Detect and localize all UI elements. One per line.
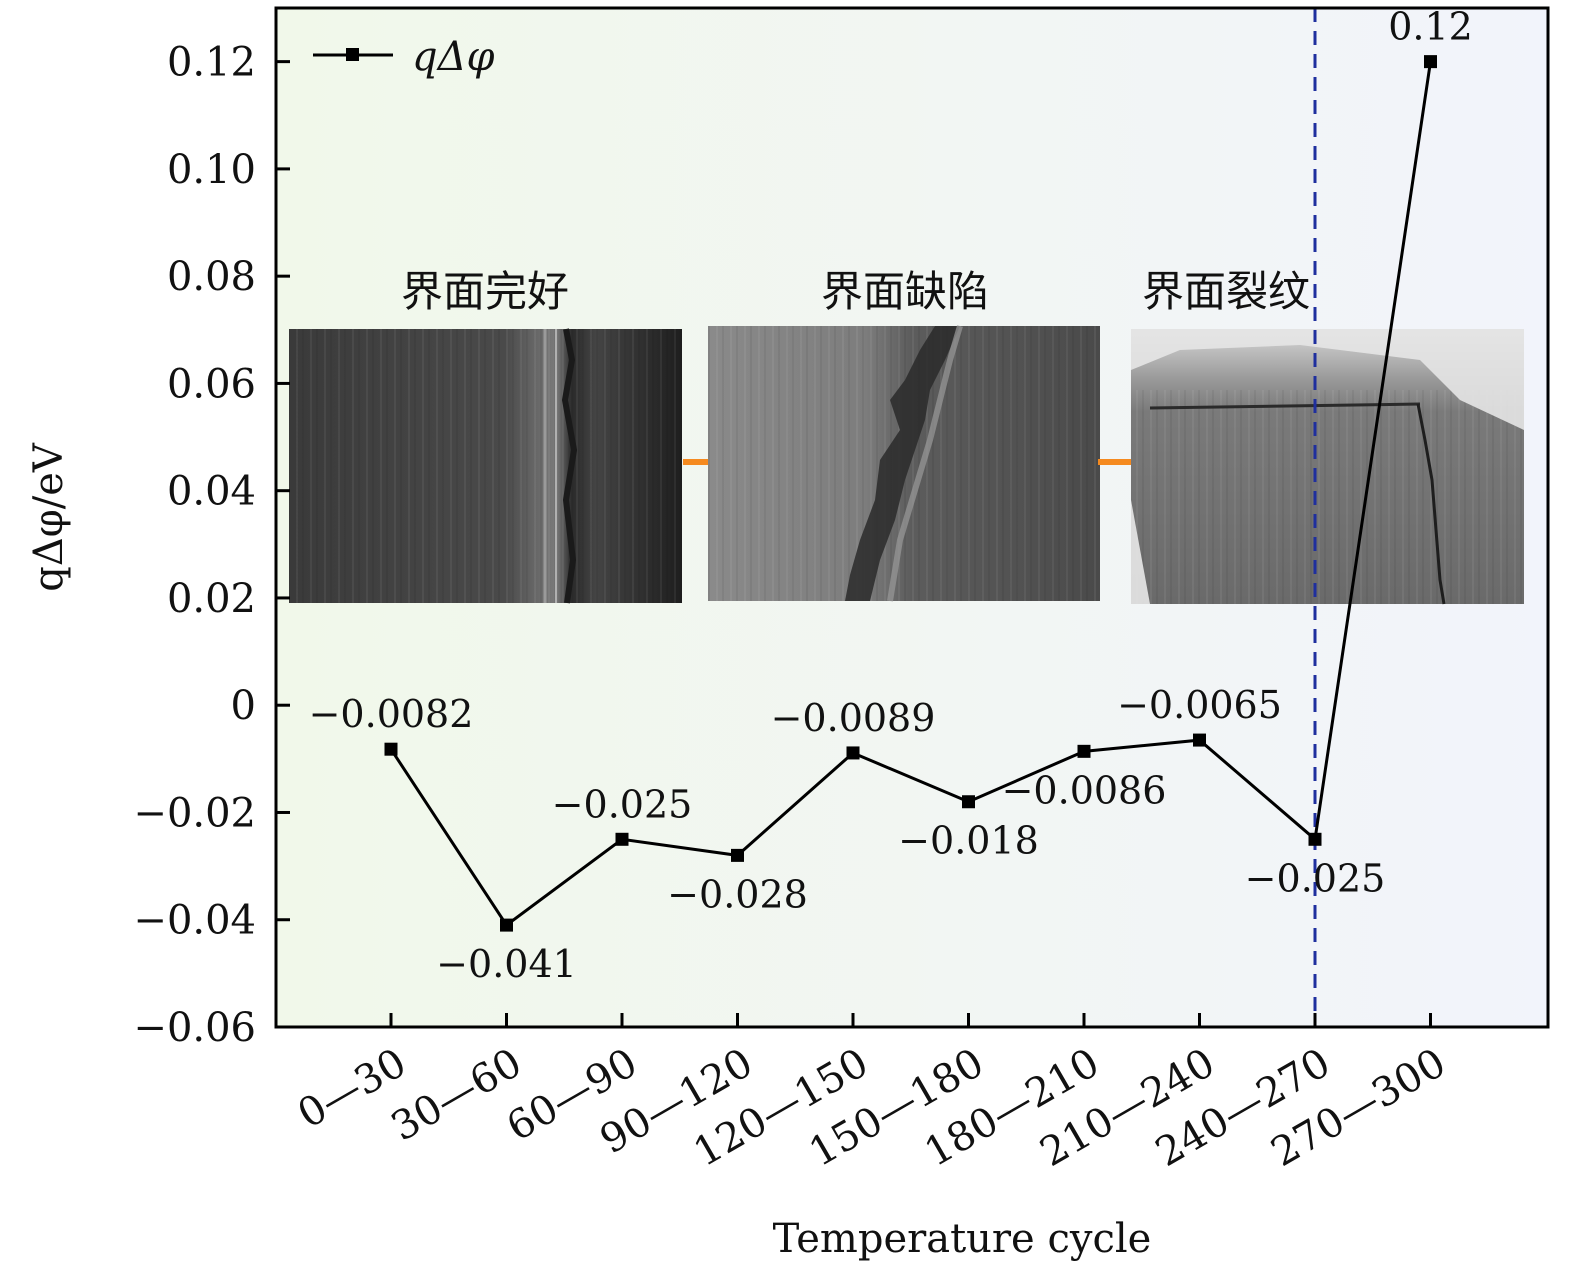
- data-point: [731, 848, 744, 862]
- data-label: −0.041: [436, 942, 577, 986]
- legend: qΔφ: [313, 34, 495, 80]
- data-label: −0.0065: [1117, 683, 1282, 727]
- inset-title-defect: 界面缺陷: [821, 267, 989, 316]
- data-label: −0.018: [898, 819, 1039, 863]
- y-tick-label: 0.08: [167, 254, 256, 300]
- data-label: −0.025: [552, 782, 693, 826]
- x-axis: 0—3030—6060—9090—120120—150150—180180—21…: [290, 1013, 1454, 1176]
- data-point: [962, 795, 975, 809]
- data-label: 0.12: [1388, 5, 1473, 49]
- inset-title-crack: 界面裂纹: [1142, 267, 1310, 316]
- data-label: −0.025: [1245, 856, 1386, 900]
- x-axis-title: Temperature cycle: [773, 1216, 1152, 1262]
- series-markers: [384, 55, 1437, 932]
- x-tick-label: 30—60: [384, 1040, 530, 1151]
- y-tick-label: 0.06: [167, 361, 256, 407]
- y-axis-title: qΔφ/eV: [26, 442, 72, 592]
- data-point: [615, 832, 629, 846]
- data-label: −0.028: [667, 872, 808, 916]
- data-point: [1424, 55, 1437, 69]
- sem-insets: 界面完好 界面缺陷 界面裂纹: [289, 267, 1524, 605]
- series-line: [389, 61, 1432, 928]
- data-label: −0.0086: [1002, 768, 1167, 812]
- plot-frame: [274, 6, 1550, 1029]
- data-point: [1193, 733, 1206, 747]
- inset-crack: 界面裂纹: [1131, 267, 1524, 605]
- data-label: −0.0082: [309, 692, 474, 736]
- legend-marker: [346, 48, 359, 61]
- data-point: [1077, 744, 1091, 758]
- y-tick-label: 0.02: [167, 576, 256, 622]
- data-label: −0.0089: [771, 696, 936, 740]
- data-labels: −0.0082 −0.041 −0.025 −0.028 −0.0089 −0.018 −0…: [309, 5, 1473, 986]
- data-point: [384, 742, 398, 756]
- y-axis: −0.06 −0.04 −0.02 0 0.02 0.04 0.06 0.08 0.10 0.12: [133, 40, 290, 1051]
- y-tick-label: 0.04: [167, 469, 256, 515]
- inset-title-intact: 界面完好: [401, 267, 569, 316]
- y-tick-label: −0.06: [133, 1005, 256, 1051]
- inset-defect: 界面缺陷: [708, 267, 1100, 602]
- data-point: [1308, 832, 1322, 846]
- y-tick-label: 0: [231, 683, 256, 729]
- data-point: [846, 746, 860, 760]
- legend-label: qΔφ: [412, 34, 495, 80]
- inset-intact: 界面完好: [289, 267, 682, 604]
- y-tick-label: 0.10: [167, 147, 256, 193]
- y-tick-label: −0.04: [133, 898, 256, 944]
- y-tick-label: −0.02: [133, 790, 256, 836]
- data-point: [500, 918, 513, 932]
- y-tick-label: 0.12: [167, 40, 256, 86]
